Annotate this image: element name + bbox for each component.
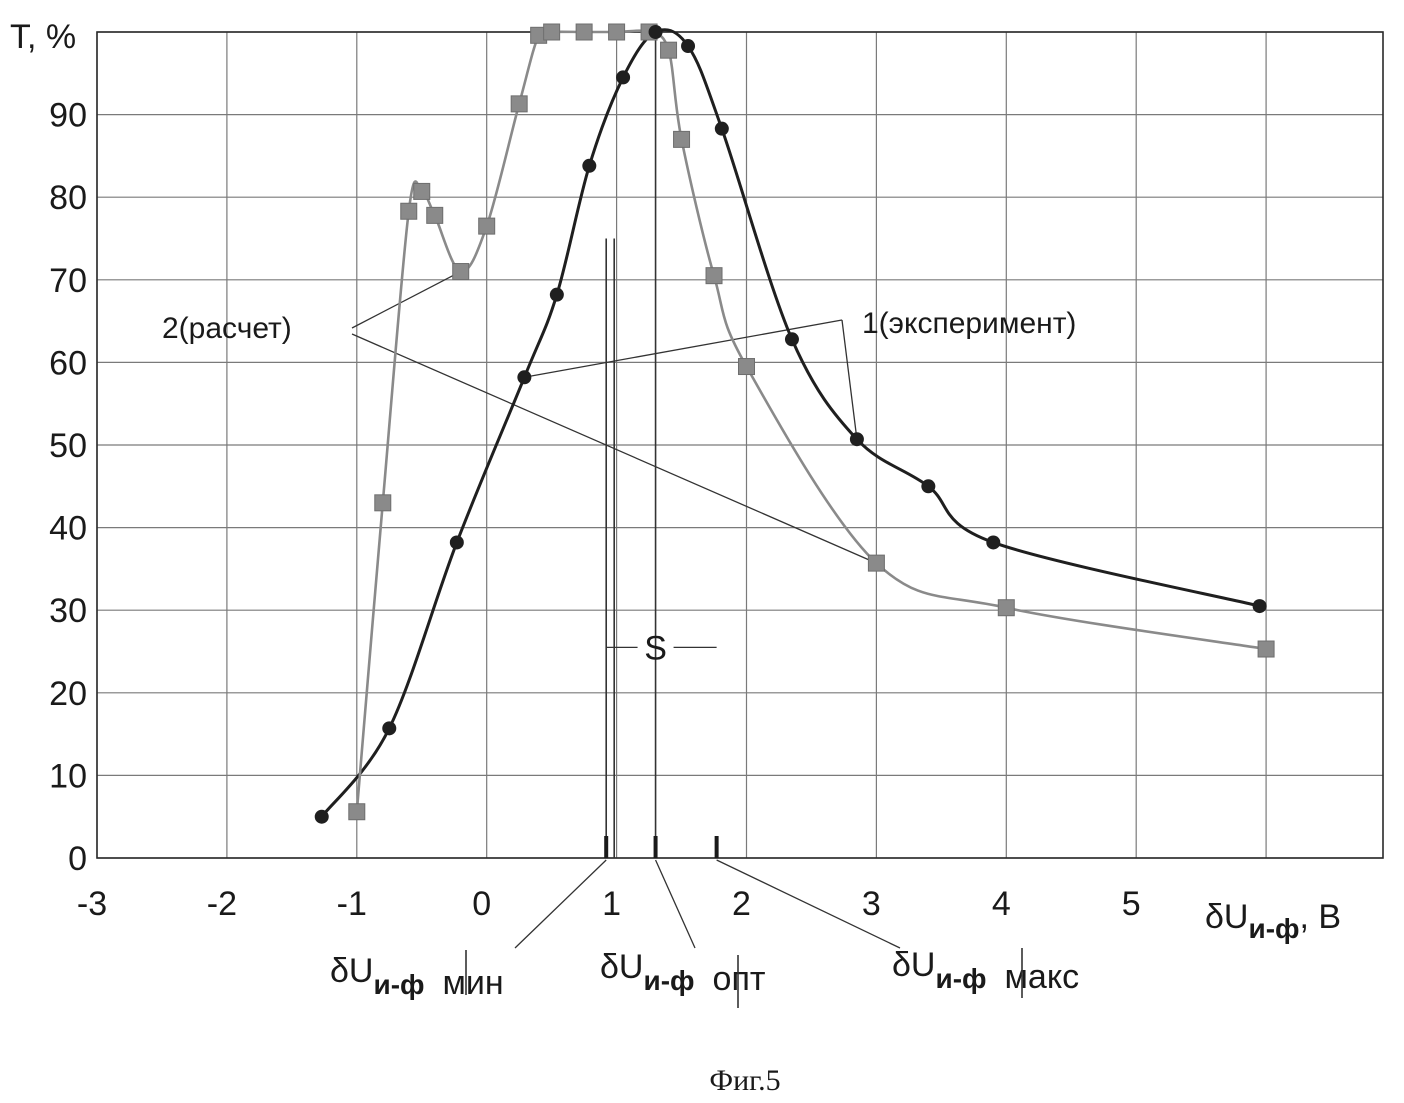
data-point-square <box>705 267 723 285</box>
y-axis-ticks: 0 10 20 30 40 50 60 70 80 90 <box>49 97 87 878</box>
marker-label-max: δUи-ф макс <box>892 946 1079 996</box>
data-point-circle <box>382 721 397 736</box>
x-axis-title-unit: , В <box>1300 898 1342 936</box>
x-tick-label: 3 <box>862 885 881 923</box>
data-point-circle <box>314 809 329 824</box>
x-tick-label: 2 <box>732 885 751 923</box>
y-axis-title: T, % <box>10 18 76 56</box>
series-markers-1 <box>314 25 1267 824</box>
chart-grid <box>96 31 1383 859</box>
x-tick-label: 0 <box>472 885 491 923</box>
x-axis-title-sub: и-ф <box>1248 913 1299 944</box>
series-1 <box>320 28 1260 818</box>
series-markers-2 <box>348 23 1275 821</box>
data-point-square <box>867 554 885 572</box>
data-point-square <box>413 182 431 200</box>
y-tick-label: 60 <box>49 344 87 382</box>
data-point-circle <box>921 479 936 494</box>
data-point-square <box>575 23 593 41</box>
data-point-square <box>543 23 561 41</box>
data-point-circle <box>517 370 532 385</box>
data-point-circle <box>648 25 663 39</box>
data-point-circle <box>1252 599 1267 614</box>
data-point-circle <box>549 287 564 302</box>
data-point-square <box>997 599 1015 617</box>
series-line-1 <box>320 28 1260 818</box>
series-label-exp: 1(эксперимент) <box>862 307 1076 340</box>
y-tick-label: 90 <box>49 97 87 135</box>
x-axis-title: δUи-ф, В <box>1205 898 1341 944</box>
x-tick-label: -1 <box>337 885 367 923</box>
marker-label-max-sub: и-ф <box>935 963 986 994</box>
data-point-square <box>478 217 496 235</box>
data-point-square <box>400 202 418 220</box>
data-point-square <box>348 803 366 821</box>
x-tick-label: 4 <box>992 885 1011 923</box>
x-axis-title-main: δU <box>1205 898 1248 936</box>
data-point-circle <box>681 39 696 54</box>
leader-calc-to-tail <box>351 333 877 564</box>
leader-exp-to-tail <box>841 319 858 440</box>
y-tick-label: 80 <box>49 179 87 217</box>
series-group <box>314 23 1275 824</box>
s-span: S <box>606 629 717 667</box>
y-tick-label: 50 <box>49 427 87 465</box>
marker-label-opt-sub: и-ф <box>643 965 694 996</box>
series-line-2 <box>355 27 1267 812</box>
data-point-square <box>510 95 528 113</box>
leader-opt-label <box>654 859 696 949</box>
leader-exp-to-curve <box>524 319 843 378</box>
y-tick-label: 40 <box>49 510 87 548</box>
plot-frame <box>96 31 1384 859</box>
s-span-label: S <box>644 629 667 667</box>
y-tick-label: 70 <box>49 262 87 300</box>
marker-lines <box>604 32 719 858</box>
data-point-circle <box>714 121 729 136</box>
leader-min-label <box>514 859 607 949</box>
marker-label-min-sub: и-ф <box>373 969 424 1000</box>
y-tick-label: 20 <box>49 675 87 713</box>
data-point-square <box>1257 640 1275 658</box>
x-tick-label: -3 <box>77 885 107 923</box>
x-axis-ticks: -3 -2 -1 0 1 2 3 4 5 <box>77 885 1141 923</box>
x-tick-label: 5 <box>1122 885 1141 923</box>
data-point-circle <box>986 535 1001 550</box>
data-point-circle <box>449 535 464 550</box>
marker-label-opt-main: δU <box>600 948 643 986</box>
data-point-circle <box>616 70 631 85</box>
marker-label-min-tail: мин <box>443 964 504 1002</box>
data-point-square <box>374 494 392 512</box>
y-tick-label: 0 <box>68 840 87 878</box>
marker-label-opt-tail: опт <box>713 960 766 998</box>
series-2 <box>355 27 1267 812</box>
x-tick-label: 1 <box>602 885 621 923</box>
marker-label-min: δUи-ф мин <box>330 952 504 1002</box>
series-label-calc: 2(расчет) <box>162 312 292 345</box>
marker-label-opt: δUи-ф опт <box>600 948 765 998</box>
data-point-square <box>608 23 626 41</box>
data-point-circle <box>784 332 799 347</box>
figure-caption: Фиг.5 <box>709 1064 780 1097</box>
data-point-square <box>737 358 755 376</box>
y-tick-label: 30 <box>49 592 87 630</box>
leader-calc-to-curve <box>351 270 462 329</box>
data-point-square <box>452 263 470 281</box>
marker-label-min-main: δU <box>330 952 373 990</box>
marker-label-max-main: δU <box>892 946 935 984</box>
leader-max-label <box>716 859 901 949</box>
data-point-square <box>673 130 691 148</box>
data-point-square <box>660 41 678 59</box>
data-point-circle <box>582 158 597 173</box>
data-point-circle <box>849 432 864 447</box>
data-point-square <box>426 206 444 224</box>
x-tick-label: -2 <box>207 885 237 923</box>
marker-label-max-tail: макс <box>1005 958 1080 996</box>
y-tick-label: 10 <box>49 757 87 795</box>
